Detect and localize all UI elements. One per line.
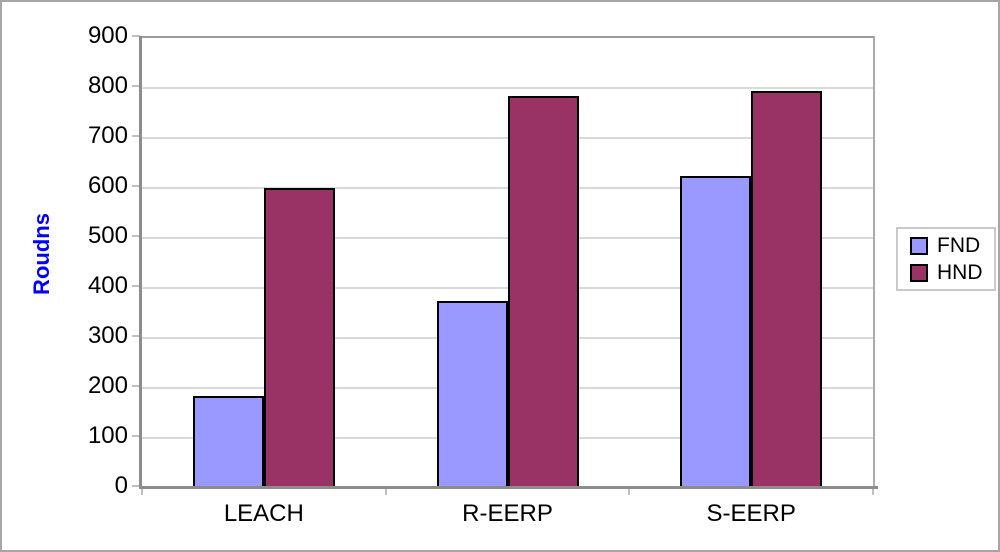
bar-fnd-r-eerp <box>436 300 508 488</box>
plot-area <box>142 36 875 488</box>
x-tick-mark-1 <box>384 489 387 495</box>
y-axis-title: Roudns <box>29 213 54 295</box>
x-category-label-r-eerp: R-EERP <box>462 500 553 527</box>
y-tick-label-300: 300 <box>87 322 128 349</box>
legend-item-hnd: HND <box>910 262 994 283</box>
y-tick-label-0: 0 <box>114 472 128 499</box>
bar-hnd-leach <box>263 188 335 488</box>
y-tick-mark-500 <box>132 235 140 237</box>
x-category-label-s-eerp: S-EERP <box>706 500 796 527</box>
bar-fnd-s-eerp <box>680 175 752 488</box>
y-tick-label-400: 400 <box>87 272 128 299</box>
y-tick-mark-200 <box>132 385 140 387</box>
y-tick-label-700: 700 <box>87 122 128 149</box>
y-tick-mark-0 <box>132 485 140 487</box>
y-tick-mark-600 <box>132 185 140 187</box>
y-tick-label-500: 500 <box>87 222 128 249</box>
x-tick-mark-0 <box>141 489 143 495</box>
y-tick-label-800: 800 <box>87 72 128 99</box>
x-tick-mark-3 <box>872 489 874 495</box>
y-axis-line <box>139 36 142 489</box>
y-tick-label-200: 200 <box>87 372 128 399</box>
bar-hnd-s-eerp <box>751 90 823 488</box>
x-category-label-leach: LEACH <box>223 500 304 527</box>
legend-item-fnd: FND <box>910 235 994 256</box>
y-tick-mark-800 <box>132 85 140 87</box>
legend: FND HND <box>896 227 996 291</box>
legend-label-fnd: FND <box>937 234 981 257</box>
y-tick-label-600: 600 <box>87 172 128 199</box>
y-tick-mark-700 <box>132 135 140 137</box>
gridline-800 <box>142 86 873 89</box>
y-tick-mark-900 <box>132 35 140 37</box>
x-axis-line <box>139 486 878 489</box>
y-tick-mark-300 <box>132 335 140 337</box>
bar-fnd-leach <box>192 395 264 488</box>
x-tick-mark-2 <box>628 489 631 495</box>
y-tick-label-100: 100 <box>87 422 128 449</box>
y-tick-mark-100 <box>132 435 140 437</box>
legend-label-hnd: HND <box>937 261 983 284</box>
bar-hnd-r-eerp <box>507 95 579 488</box>
legend-swatch-hnd <box>910 263 928 282</box>
y-tick-mark-400 <box>132 285 140 287</box>
legend-swatch-fnd <box>910 236 928 255</box>
y-tick-label-900: 900 <box>87 22 128 49</box>
